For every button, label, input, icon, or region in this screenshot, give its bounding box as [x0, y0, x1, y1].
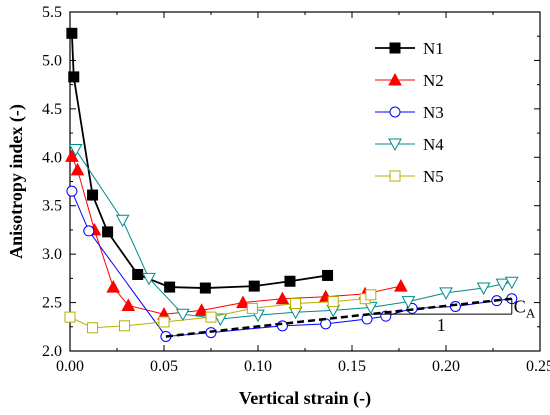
- series-N1: [66, 27, 334, 294]
- legend-item-N3: N3: [375, 103, 444, 122]
- y-tick-label: 4.5: [42, 101, 62, 118]
- data-point: [68, 144, 83, 157]
- data-point: [64, 311, 76, 323]
- trend-line: [165, 297, 512, 338]
- data-point: [142, 272, 156, 286]
- series-layer: [64, 27, 519, 342]
- data-point: [66, 185, 78, 197]
- y-tick-label: 2.0: [42, 343, 62, 360]
- data-point: [194, 303, 209, 316]
- data-point: [365, 289, 377, 301]
- y-tick-label: 3.5: [42, 198, 62, 215]
- data-point: [65, 149, 79, 162]
- data-point: [439, 287, 453, 300]
- data-point: [132, 268, 144, 280]
- y-tick-label: 5.0: [42, 52, 62, 69]
- data-point: [66, 27, 78, 39]
- data-point: [275, 291, 290, 305]
- legend-label: N3: [423, 103, 444, 122]
- legend-label: N2: [423, 71, 444, 90]
- y-tick-label: 5.5: [42, 4, 62, 21]
- series-line: [71, 156, 401, 315]
- data-point: [70, 162, 85, 176]
- legend: N1 N2 N3 N4 N5: [375, 39, 444, 186]
- data-point: [394, 279, 408, 292]
- legend-marker: [388, 72, 402, 86]
- legend-marker: [388, 138, 402, 152]
- data-point: [495, 278, 510, 292]
- y-tick-label: 3.0: [42, 246, 62, 263]
- data-point: [401, 296, 416, 309]
- data-point: [87, 322, 99, 334]
- x-tick-label: 0.15: [338, 358, 366, 375]
- data-point: [363, 301, 378, 315]
- legend-label: N5: [423, 167, 444, 186]
- axes-layer: 0.00 0.05 0.10 0.15 0.20 0.25 2.0 2.5 3.0 3.5 4.0 4…: [42, 4, 550, 375]
- legend-marker: [389, 106, 401, 118]
- annotation-layer: 1 CA: [165, 296, 536, 338]
- series-line: [69, 294, 372, 329]
- data-point: [213, 313, 228, 327]
- slope-rise-label-sub: A: [526, 305, 536, 320]
- legend-label: N1: [423, 39, 444, 58]
- legend-item-N2: N2: [375, 71, 444, 90]
- x-tick-label: 0.05: [150, 358, 178, 375]
- legend-marker: [389, 42, 401, 54]
- x-axis-title: Vertical strain (-): [239, 388, 371, 409]
- slope-run-label: 1: [437, 315, 446, 335]
- data-point: [175, 308, 190, 322]
- slope-rise-label: CA: [514, 296, 536, 320]
- legend-item-N1: N1: [375, 39, 444, 58]
- x-tick-label: 0.10: [244, 358, 272, 375]
- series-N2: [65, 149, 408, 320]
- data-point: [504, 276, 519, 290]
- y-axis-title: Anisotropy index (-): [6, 104, 27, 259]
- series-N5: [64, 289, 377, 334]
- data-point: [68, 71, 80, 83]
- data-point: [102, 226, 114, 238]
- data-point: [83, 225, 95, 237]
- data-point: [476, 282, 491, 296]
- legend-label: N4: [423, 135, 444, 154]
- data-point: [87, 189, 99, 201]
- legend-marker: [389, 170, 401, 182]
- data-point: [106, 280, 121, 293]
- plot-frame: [69, 11, 541, 352]
- x-tick-label: 0.00: [56, 358, 84, 375]
- data-point: [158, 316, 170, 328]
- x-tick-label: 0.20: [432, 358, 460, 375]
- data-point: [284, 275, 296, 287]
- data-point: [115, 214, 130, 228]
- data-point: [276, 320, 288, 332]
- data-point: [290, 298, 302, 310]
- legend-item-N5: N5: [375, 167, 444, 186]
- data-point: [164, 281, 176, 293]
- data-point: [327, 296, 339, 308]
- x-tick-label: 0.25: [526, 358, 550, 375]
- y-tick-label: 2.5: [42, 295, 62, 312]
- legend-item-N4: N4: [375, 135, 444, 154]
- slope-rise-label-main: C: [514, 296, 526, 316]
- data-point: [246, 302, 258, 314]
- data-point: [199, 282, 211, 294]
- series-line: [70, 33, 328, 289]
- series-N3: [66, 185, 518, 342]
- y-tick-label: 4.0: [42, 149, 62, 166]
- data-point: [322, 269, 334, 281]
- data-point: [119, 320, 131, 332]
- data-point: [121, 298, 136, 311]
- series-line: [75, 149, 512, 320]
- data-point: [205, 311, 217, 323]
- series-line: [71, 190, 512, 337]
- data-point: [248, 280, 260, 292]
- data-point: [236, 295, 250, 309]
